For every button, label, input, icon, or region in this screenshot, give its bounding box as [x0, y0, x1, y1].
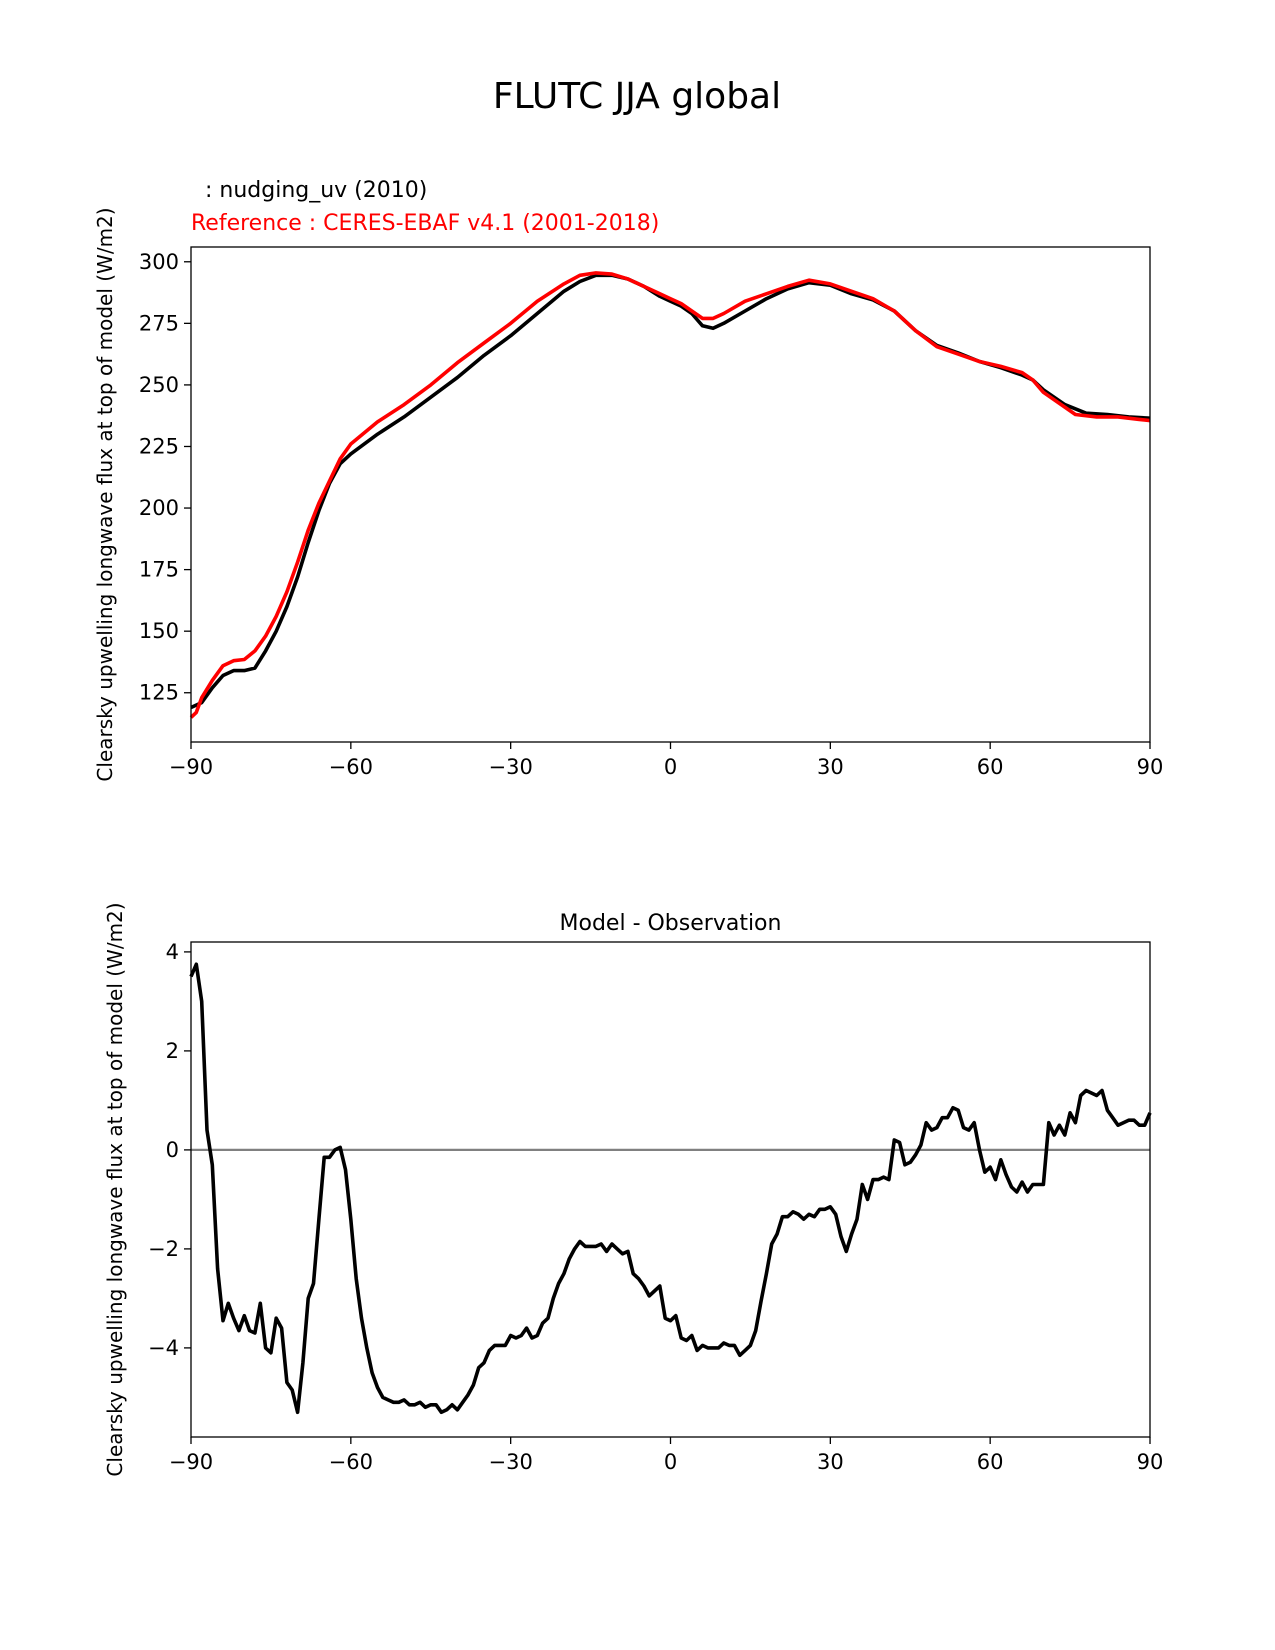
- y-tick-label: 300: [139, 250, 179, 274]
- plot-frame: [190, 941, 1151, 1438]
- x-tick-label: 60: [977, 755, 1004, 779]
- y-tick-label: 4: [166, 940, 179, 964]
- y-tick-label: −2: [148, 1237, 179, 1261]
- y-axis-label: Clearsky upwelling longwave flux at top …: [103, 902, 127, 1476]
- y-tick-label: 150: [139, 619, 179, 643]
- x-tick-label: 30: [817, 1450, 844, 1474]
- plot-frame: [190, 246, 1151, 743]
- x-tick-label: 90: [1137, 755, 1164, 779]
- y-tick-label: 175: [139, 558, 179, 582]
- series-line-test: [189, 962, 1152, 1415]
- x-tick-label: 0: [664, 755, 677, 779]
- figure-title: FLUTC JJA global: [493, 76, 781, 117]
- x-tick-label: −90: [169, 755, 213, 779]
- y-tick-label: 0: [166, 1138, 179, 1162]
- x-tick-label: 30: [817, 755, 844, 779]
- x-tick-label: −30: [489, 755, 533, 779]
- reference-label: Reference : CERES-EBAF v4.1 (2001-2018): [191, 211, 659, 236]
- y-tick-label: −4: [148, 1336, 179, 1360]
- x-tick-label: −60: [329, 755, 373, 779]
- x-tick-label: 90: [1137, 1450, 1164, 1474]
- x-tick-label: 60: [977, 1450, 1004, 1474]
- y-tick-label: 275: [139, 311, 179, 335]
- y-tick-label: 125: [139, 681, 179, 705]
- top-panel: −90 −60 −30 0 30 60 90 125 150 175 200 225 250 275 300…: [93, 207, 1163, 781]
- y-axis-label: Clearsky upwelling longwave flux at top …: [93, 207, 117, 781]
- y-tick-label: 225: [139, 434, 179, 458]
- x-tick-label: −90: [169, 1450, 213, 1474]
- panel-title: Model - Observation: [560, 911, 782, 936]
- y-tick-label: 250: [139, 373, 179, 397]
- series-line-test: [190, 273, 1151, 710]
- test-label: : nudging_uv (2010): [191, 178, 427, 203]
- y-tick-label: 2: [166, 1039, 179, 1063]
- y-tick-label: 200: [139, 496, 179, 520]
- bottom-panel: Model - Observation −90 −60 −30 0 30 60 90 −4 −2 0…: [103, 902, 1163, 1476]
- x-tick-label: 0: [664, 1450, 677, 1474]
- series-line-reference: [189, 271, 1151, 719]
- x-tick-label: −30: [489, 1450, 533, 1474]
- x-tick-label: −60: [329, 1450, 373, 1474]
